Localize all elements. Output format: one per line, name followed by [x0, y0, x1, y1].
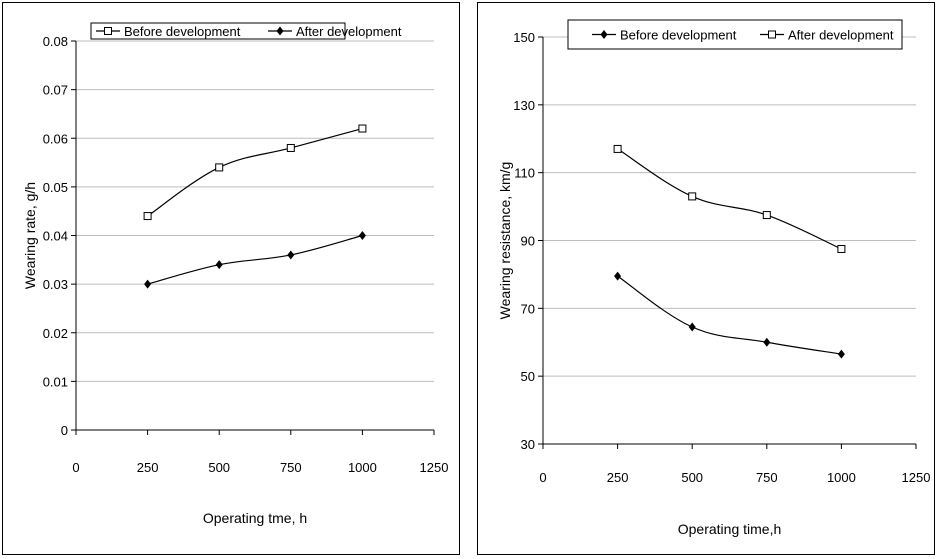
data-point-square — [837, 244, 846, 253]
y-tick-label: 150 — [513, 30, 535, 45]
y-tick-label: 0 — [61, 423, 68, 438]
data-point-diamond — [144, 279, 152, 289]
y-tick-label: 0.06 — [43, 131, 68, 146]
data-point-diamond — [614, 271, 622, 281]
x-tick-label: 500 — [681, 470, 703, 485]
legend-swatch-marker — [104, 27, 112, 35]
data-point-square — [762, 211, 771, 220]
series-line — [147, 127, 363, 217]
x-tick-label: 750 — [756, 470, 778, 485]
series-line — [617, 275, 842, 355]
chart-panel-wearing-resistance: 30 50 70 90 110 130 150 0 250 500 750 1000 1250 Befor… — [477, 2, 935, 555]
data-point-square — [286, 143, 295, 152]
y-tick-label: 0.04 — [43, 229, 68, 244]
data-point-diamond — [215, 260, 223, 270]
data-point-square — [215, 163, 224, 172]
y-axis-title: Wearing resistance, km/g — [497, 162, 513, 320]
y-tick-label: 90 — [521, 234, 535, 249]
legend-label: After development — [296, 24, 402, 39]
legend-label: After development — [788, 28, 894, 43]
data-point-square — [358, 124, 367, 133]
data-point-diamond — [358, 231, 366, 240]
y-tick-label: 70 — [521, 301, 535, 316]
y-tick-label: 0.05 — [43, 180, 68, 195]
series-line — [147, 234, 363, 285]
y-tick-label: 110 — [514, 166, 535, 181]
legend-swatch-marker — [600, 30, 608, 39]
x-tick-label: 250 — [137, 460, 159, 475]
legend-swatch-marker — [276, 26, 284, 36]
x-tick-label: 750 — [280, 460, 302, 475]
series-line — [617, 148, 842, 250]
legend-label: Before development — [124, 24, 241, 39]
y-tick-label: 0.01 — [43, 374, 68, 389]
y-tick-label: 30 — [521, 437, 535, 452]
wearing-rate-chart: 0 0.01 0.02 0.03 0.04 0.05 0.06 0.07 0.08 0 250 500… — [22, 22, 449, 526]
x-tick-label: 250 — [607, 470, 629, 485]
wearing-resistance-chart: 30 50 70 90 110 130 150 0 250 500 750 1000 1250 Befor… — [497, 19, 931, 537]
legend-box — [90, 22, 346, 40]
y-tick-label: 130 — [513, 98, 535, 113]
data-point-square — [613, 144, 622, 153]
x-tick-label: 1250 — [902, 470, 931, 485]
y-axis-title: Wearing rate, g/h — [22, 182, 38, 289]
y-tick-label: 0.07 — [43, 83, 68, 98]
y-tick-label: 0.08 — [43, 34, 68, 49]
x-tick-label: 0 — [539, 470, 546, 485]
x-axis-title: Operating time,h — [678, 521, 782, 537]
data-point-square — [688, 192, 697, 201]
data-point-diamond — [688, 322, 696, 332]
data-point-diamond — [837, 349, 845, 359]
chart-panel-wearing-rate: 0 0.01 0.02 0.03 0.04 0.05 0.06 0.07 0.08 0 250 500… — [2, 2, 460, 555]
data-point-square — [143, 212, 152, 221]
x-tick-label: 1000 — [827, 470, 856, 485]
x-axis-title: Operating tme, h — [203, 510, 307, 526]
y-tick-label: 0.02 — [43, 326, 68, 341]
legend-label: Before development — [620, 28, 737, 43]
legend-box — [567, 19, 903, 50]
data-point-diamond — [287, 250, 295, 260]
x-tick-label: 0 — [72, 460, 79, 475]
data-point-diamond — [763, 337, 771, 347]
x-tick-label: 1000 — [348, 460, 377, 475]
y-tick-label: 50 — [521, 369, 535, 384]
x-tick-label: 500 — [208, 460, 230, 475]
y-tick-label: 0.03 — [43, 277, 68, 292]
x-tick-label: 1250 — [420, 460, 449, 475]
legend-swatch-marker — [768, 30, 776, 39]
